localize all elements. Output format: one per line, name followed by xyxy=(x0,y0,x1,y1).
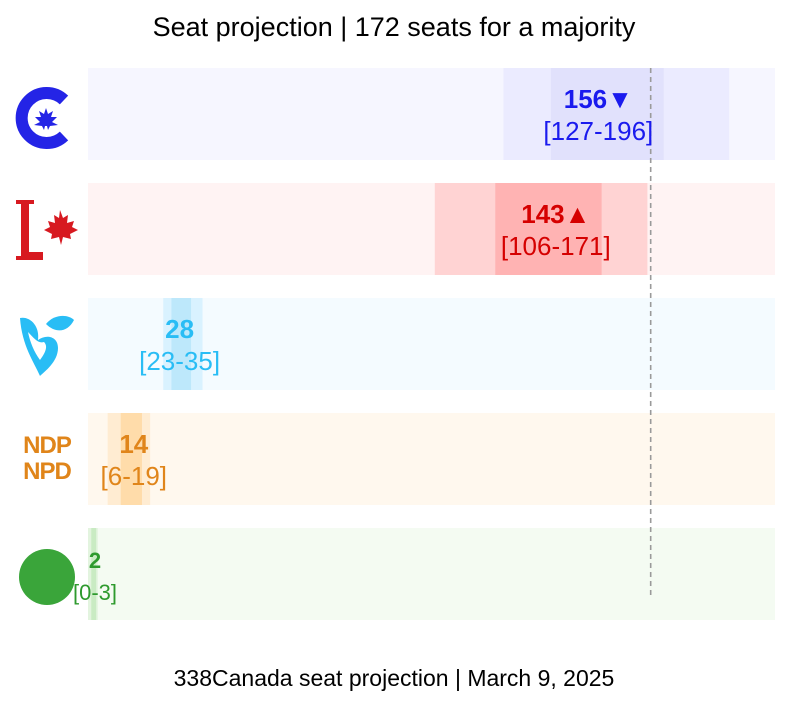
conservative-seat-value: 156▼ xyxy=(564,84,633,114)
green-seat-range: [0-3] xyxy=(73,580,117,605)
green-lane xyxy=(88,528,775,620)
bloc-seat-value: 28 xyxy=(165,314,194,344)
bloc-seat-range: [23-35] xyxy=(139,346,220,376)
liberal-logo xyxy=(12,196,80,264)
conservative-logo xyxy=(14,86,76,150)
ndp-logo-line1: NDP xyxy=(23,432,72,459)
liberal-lane xyxy=(88,183,775,275)
ndp-lane xyxy=(88,413,775,505)
ndp-logo: NDP NPD xyxy=(12,432,82,488)
liberal-seat-value: 143▲ xyxy=(521,199,590,229)
ndp-likely-range-bar xyxy=(120,413,142,505)
green-seat-value: 2 xyxy=(89,548,101,573)
chart-footer: 338Canada seat projection | March 9, 202… xyxy=(173,665,615,691)
green-likely-range-bar xyxy=(91,528,97,620)
ndp-logo-line2: NPD xyxy=(23,458,72,485)
liberal-seat-range: [106-171] xyxy=(501,231,611,261)
chart-title: Seat projection | 172 seats for a majori… xyxy=(152,12,636,42)
liberal-likely-range-bar xyxy=(495,183,602,275)
bloc-likely-range-bar xyxy=(171,298,192,390)
ndp-seat-range: [6-19] xyxy=(101,461,168,491)
conservative-seat-range: [127-196] xyxy=(543,116,653,146)
conservative-likely-range-bar xyxy=(550,68,664,160)
green-logo xyxy=(18,548,76,606)
bloc-logo xyxy=(16,312,78,378)
ndp-seat-value: 14 xyxy=(119,429,148,459)
